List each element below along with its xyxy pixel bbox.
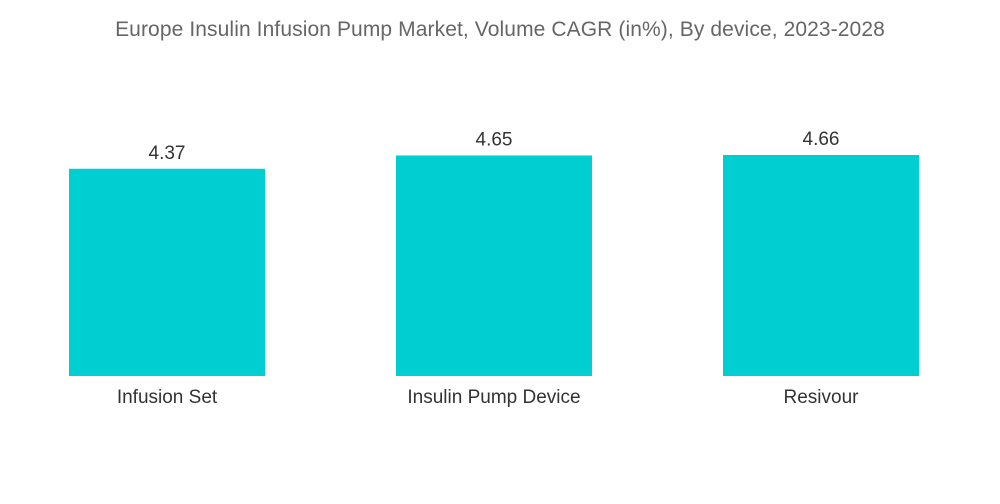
category-label: Insulin Pump Device: [407, 387, 580, 408]
bar-value-label: 4.37: [149, 143, 186, 164]
bar-resivour: [723, 155, 919, 376]
category-label: Infusion Set: [117, 387, 218, 408]
chart-title: Europe Insulin Infusion Pump Market, Vol…: [115, 18, 885, 41]
bar-insulin-pump-device: [396, 155, 592, 376]
bar-value-label: 4.66: [803, 129, 840, 150]
bars-layer: 4.37 Infusion Set 4.65 Insulin Pump Device 4…: [69, 129, 919, 408]
category-label: Resivour: [784, 387, 860, 408]
bar-value-label: 4.65: [476, 129, 513, 150]
bar-infusion-set: [69, 168, 265, 376]
